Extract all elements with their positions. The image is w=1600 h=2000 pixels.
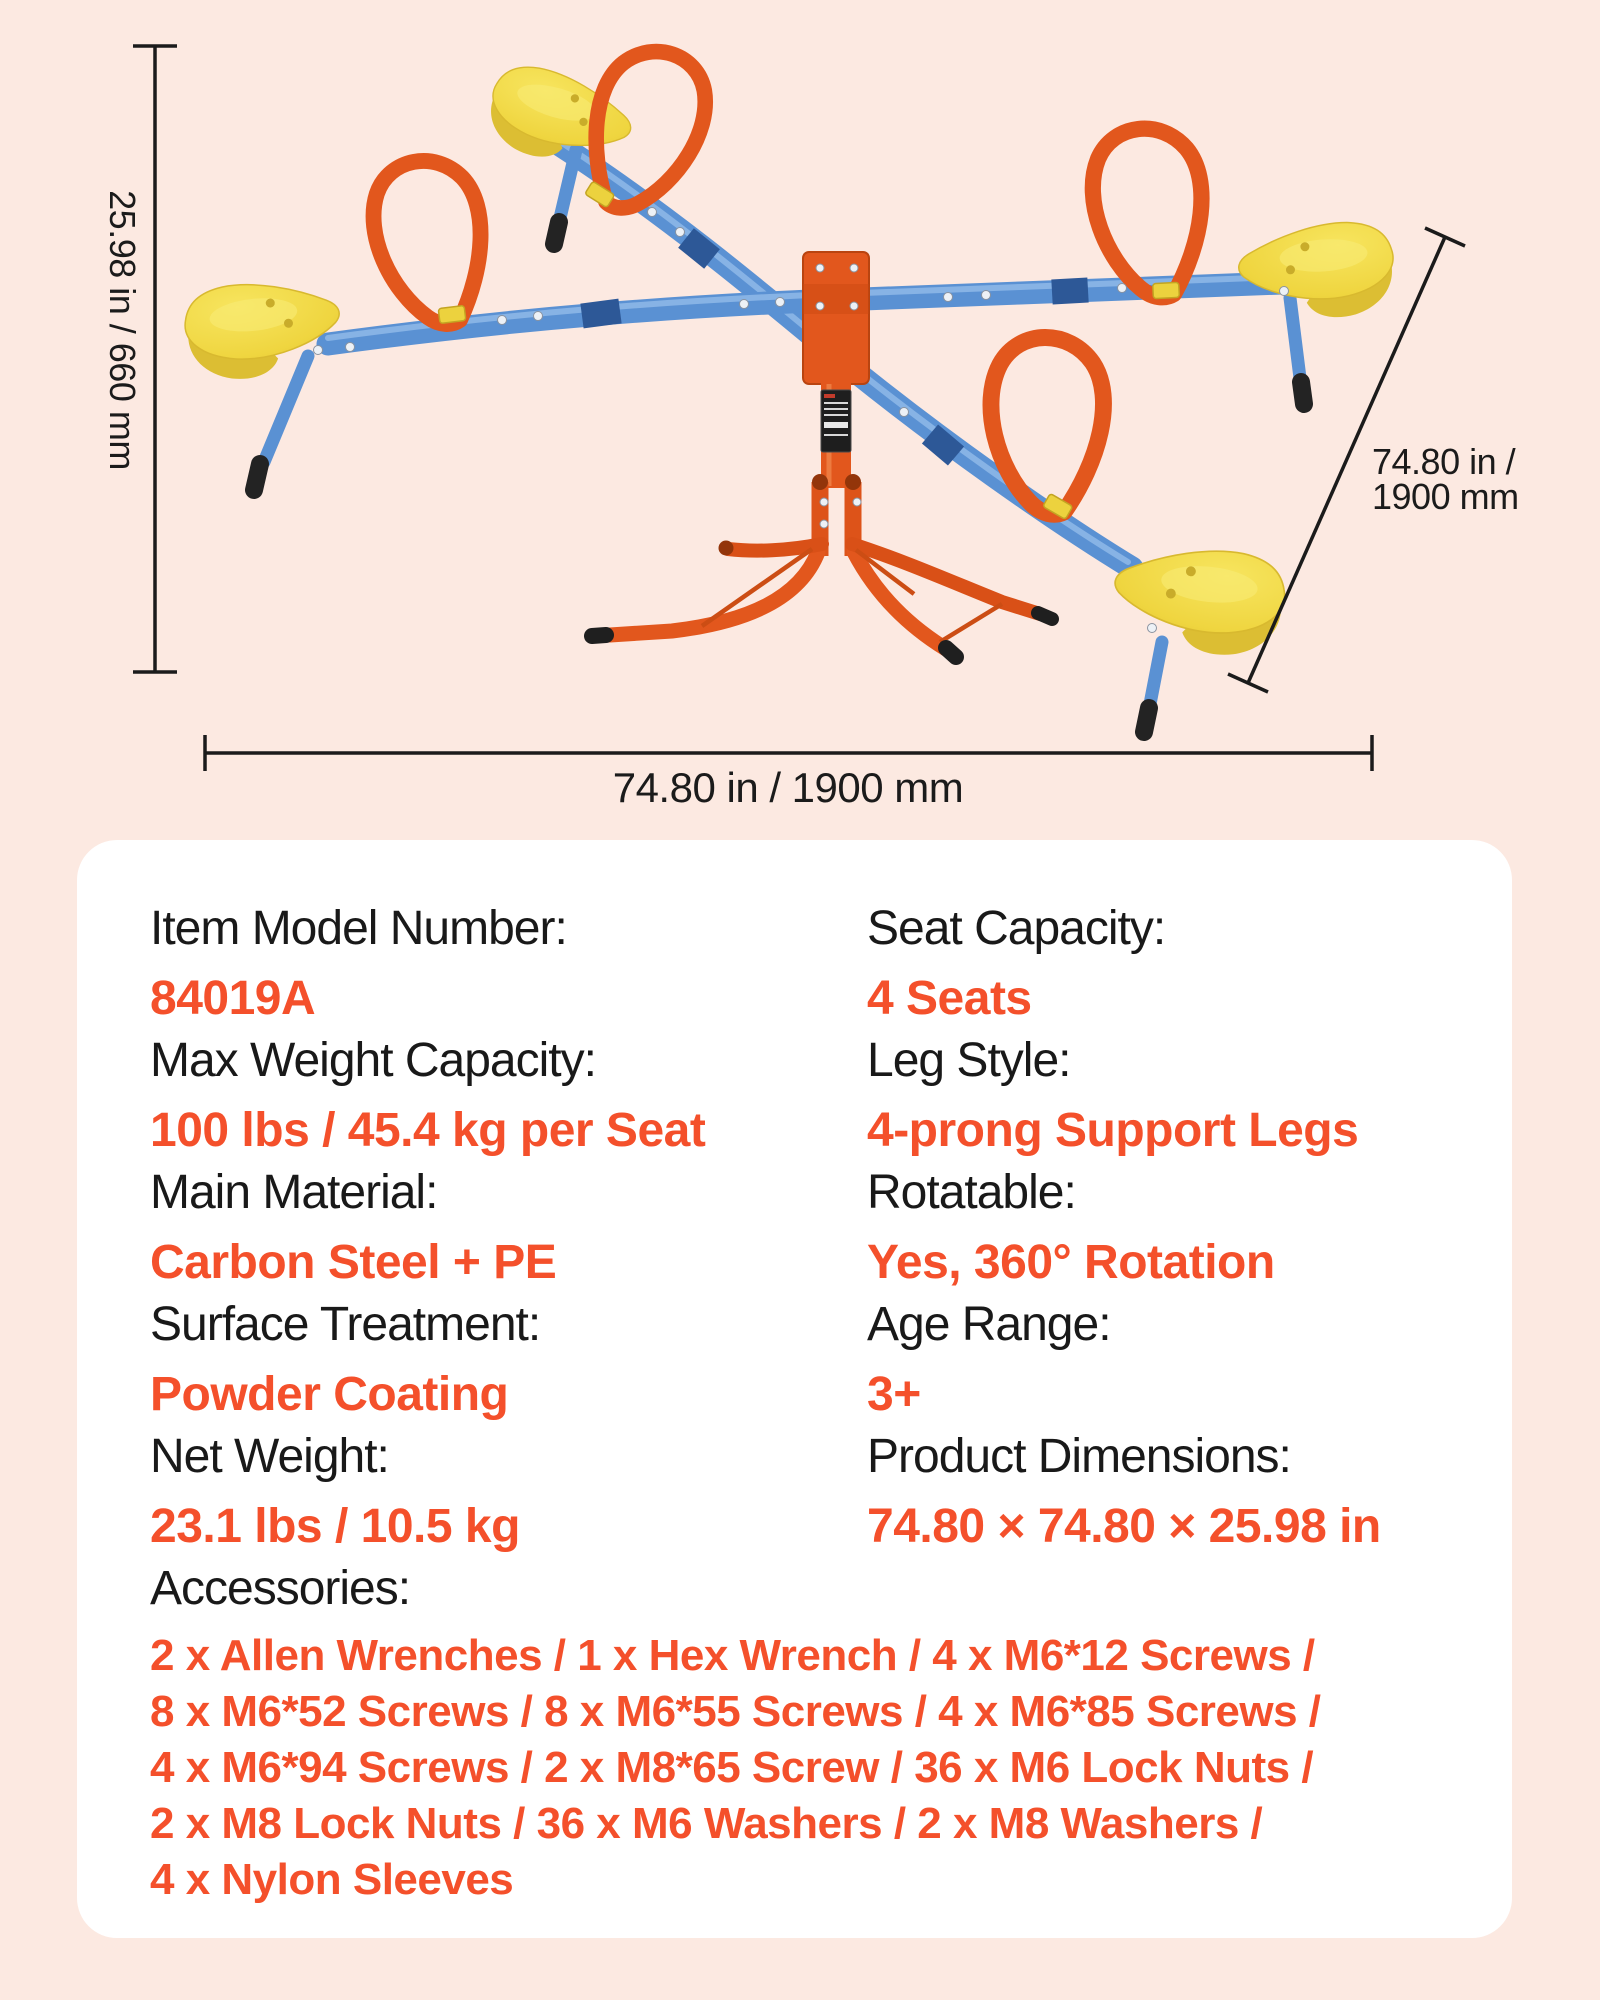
spec-value: 74.80 × 74.80 × 25.98 in — [867, 1500, 1381, 1553]
spec-label: Max Weight Capacity: — [150, 1034, 597, 1087]
accessories-line: 2 x Allen Wrenches / 1 x Hex Wrench / 4 … — [150, 1631, 1315, 1680]
spec-label: Item Model Number: — [150, 902, 568, 955]
seesaw-illustration — [133, 0, 1466, 771]
accessories-section: Accessories: 2 x Allen Wrenches / 1 x He… — [150, 1560, 1472, 1908]
spec-item-rotatable: Rotatable: Yes, 360° Rotation — [867, 1164, 1472, 1296]
spec-value: Yes, 360° Rotation — [867, 1236, 1275, 1289]
spec-label: Rotatable: — [867, 1166, 1077, 1219]
seat-legs — [245, 143, 1313, 741]
dimension-width-label: 74.80 in / 1900 mm — [612, 764, 964, 811]
spec-label: Age Range: — [867, 1298, 1112, 1351]
spec-item-surface-treatment: Surface Treatment: Powder Coating — [150, 1296, 867, 1428]
spec-label: Surface Treatment: — [150, 1298, 541, 1351]
spec-item-age-range: Age Range: 3+ — [867, 1296, 1472, 1428]
spec-label: Leg Style: — [867, 1034, 1071, 1087]
spec-card: Item Model Number: 84019A Seat Capacity:… — [77, 840, 1512, 1938]
spec-item-leg-style: Leg Style: 4-prong Support Legs — [867, 1032, 1472, 1164]
spec-label: Net Weight: — [150, 1430, 390, 1483]
product-figure: 25.98 in / 660 mm 74.80 in / 1900 mm 74.… — [0, 0, 1600, 845]
warning-label-sticker — [820, 389, 852, 453]
spec-value: 3+ — [867, 1368, 921, 1421]
pivot-and-base — [584, 251, 1059, 665]
spec-item-model-number: Item Model Number: 84019A — [150, 900, 867, 1032]
seat-right — [1235, 218, 1398, 325]
handlebar-right — [1091, 127, 1205, 300]
accessories-line: 4 x Nylon Sleeves — [150, 1855, 514, 1904]
dimension-height-label: 25.98 in / 660 mm — [102, 190, 143, 470]
accessories-line: 4 x M6*94 Screws / 2 x M8*65 Screw / 36 … — [150, 1743, 1314, 1792]
hardware — [313, 181, 1289, 633]
seat-left — [180, 273, 346, 386]
spec-label: Product Dimensions: — [867, 1430, 1292, 1483]
spec-value: 4-prong Support Legs — [867, 1104, 1359, 1157]
spec-label: Main Material: — [150, 1166, 438, 1219]
spec-item-main-material: Main Material: Carbon Steel + PE — [150, 1164, 867, 1296]
dimension-diagonal-label: 74.80 in / 1900 mm — [1372, 441, 1519, 517]
accessories-label: Accessories: — [150, 1562, 411, 1615]
spec-value: 100 lbs / 45.4 kg per Seat — [150, 1104, 706, 1157]
accessories-line: 2 x M8 Lock Nuts / 36 x M6 Washers / 2 x… — [150, 1799, 1263, 1848]
spec-value: 23.1 lbs / 10.5 kg — [150, 1500, 520, 1553]
dimension-diagonal-line2: 1900 mm — [1372, 476, 1519, 517]
spec-value: Carbon Steel + PE — [150, 1236, 557, 1289]
dimension-lines — [133, 44, 1466, 771]
seats — [180, 56, 1398, 662]
handlebar-left — [368, 155, 490, 330]
spec-value: 4 Seats — [867, 972, 1032, 1025]
spec-value: 84019A — [150, 972, 316, 1025]
spec-item-product-dimensions: Product Dimensions: 74.80 × 74.80 × 25.9… — [867, 1428, 1472, 1560]
dimension-diagonal-line1: 74.80 in / — [1372, 441, 1516, 482]
spec-label: Seat Capacity: — [867, 902, 1166, 955]
spec-grid: Item Model Number: 84019A Seat Capacity:… — [150, 900, 1472, 1560]
spec-item-net-weight: Net Weight: 23.1 lbs / 10.5 kg — [150, 1428, 867, 1560]
spec-item-seat-capacity: Seat Capacity: 4 Seats — [867, 900, 1472, 1032]
spec-item-max-weight: Max Weight Capacity: 100 lbs / 45.4 kg p… — [150, 1032, 867, 1164]
accessories-line: 8 x M6*52 Screws / 8 x M6*55 Screws / 4 … — [150, 1687, 1321, 1736]
spec-value: Powder Coating — [150, 1368, 509, 1421]
